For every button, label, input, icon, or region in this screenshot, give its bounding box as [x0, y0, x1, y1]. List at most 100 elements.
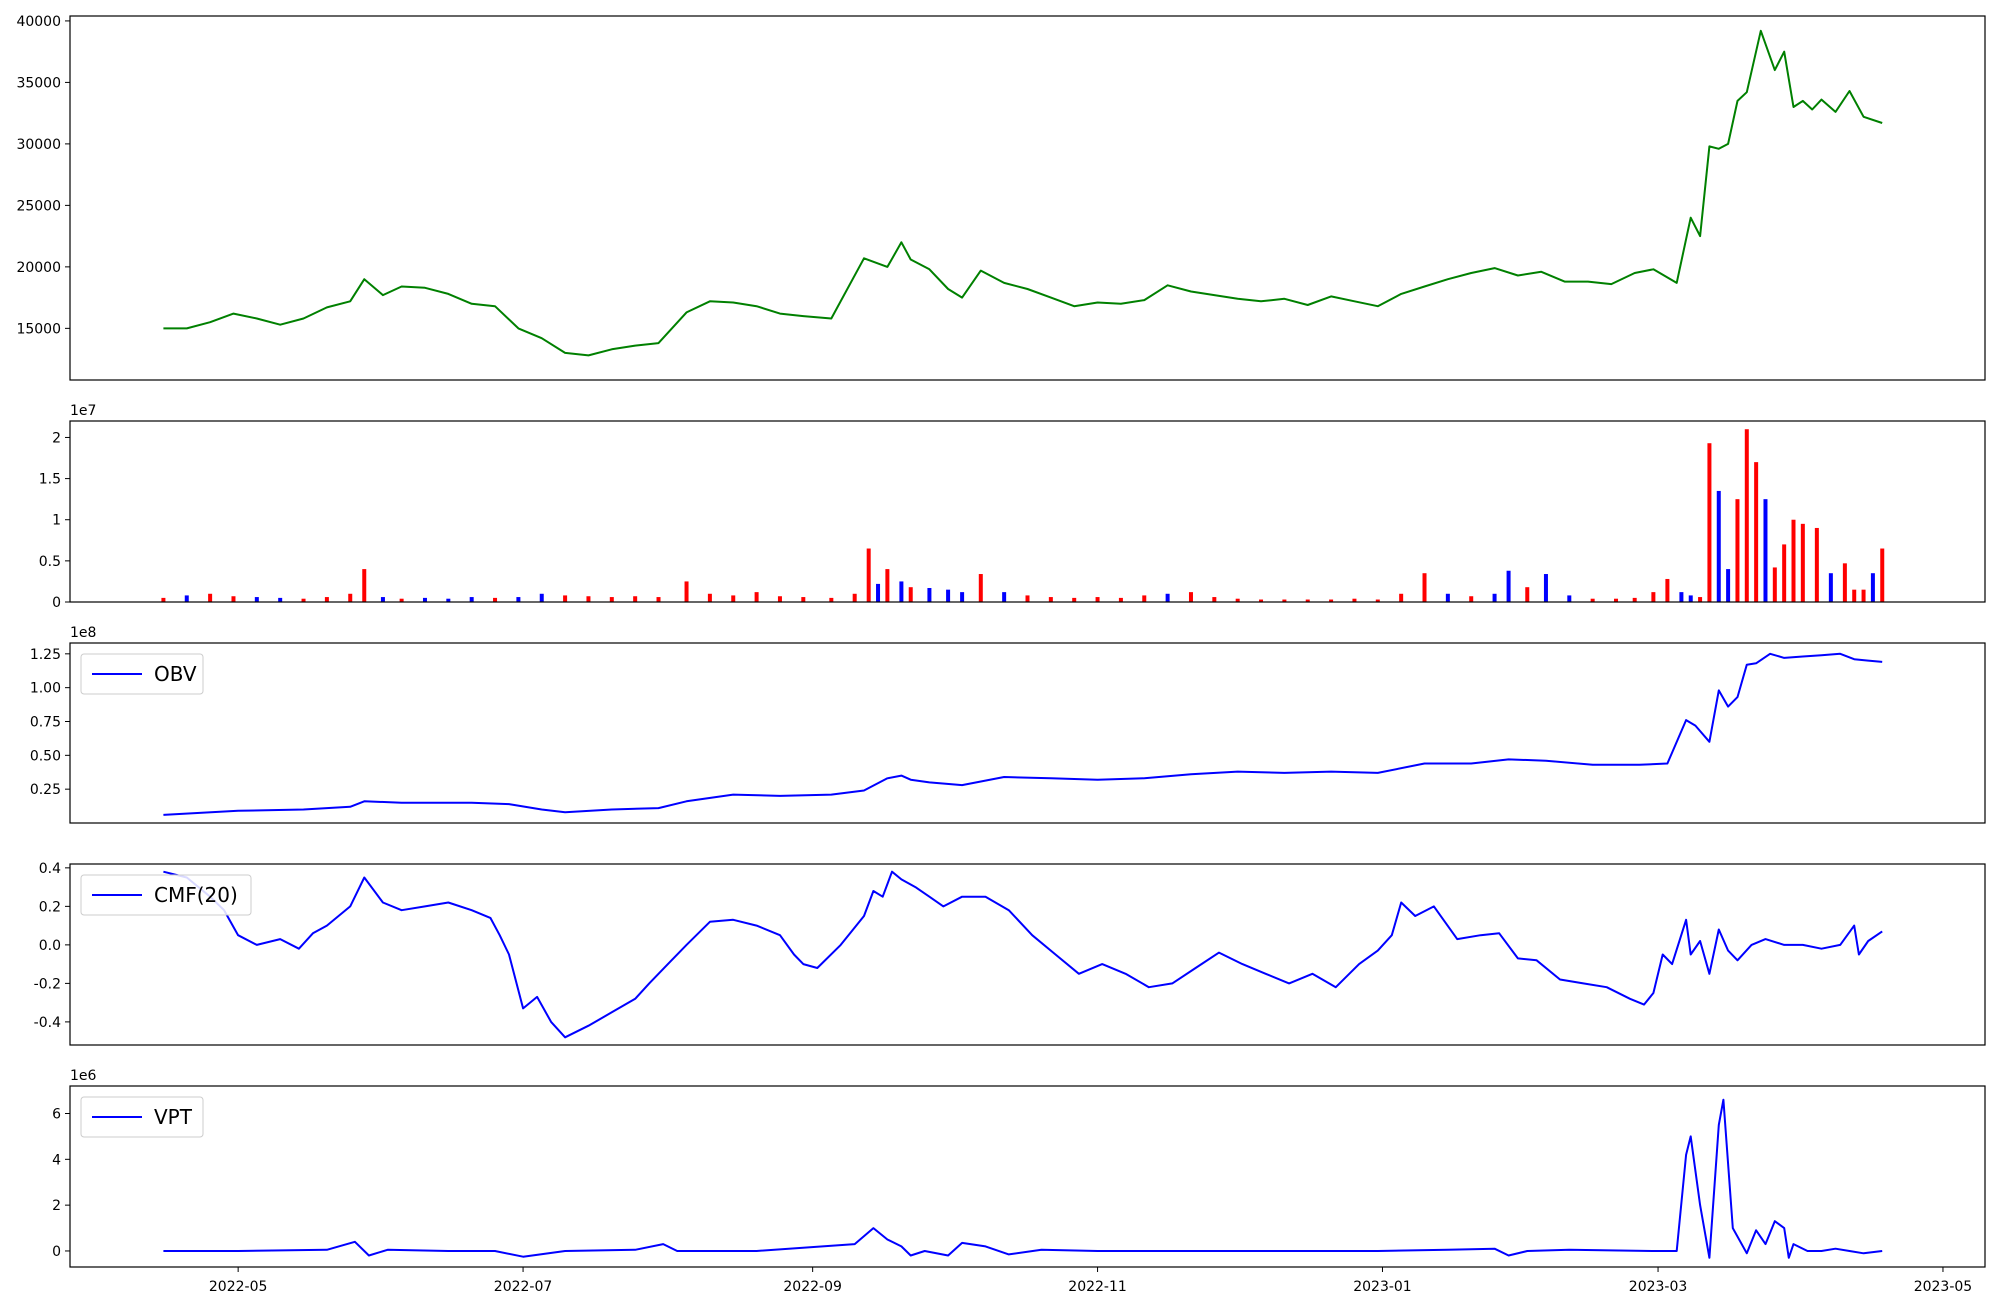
- volume-bar: [422, 597, 427, 602]
- axes-frame: [69, 642, 1986, 824]
- volume-bar: [1791, 519, 1796, 602]
- volume-bar: [446, 598, 451, 602]
- volume-bar: [1095, 597, 1100, 602]
- y-tick-label: 1.00: [30, 681, 61, 697]
- x-tick-label: 2023-03: [1629, 1279, 1688, 1295]
- volume-bar: [1543, 574, 1548, 602]
- volume-bar: [539, 593, 544, 602]
- volume-bar: [469, 597, 474, 602]
- volume-bar: [1651, 592, 1656, 602]
- volume-bar: [324, 597, 329, 602]
- y-tick-label: 0: [52, 595, 61, 611]
- volume-bar: [1165, 593, 1170, 602]
- y-tick-label: 30000: [16, 137, 61, 153]
- volume-bar: [184, 595, 189, 602]
- volume-bar: [1679, 592, 1684, 602]
- y-tick-label: 0.4: [39, 861, 61, 877]
- volume-bar: [1352, 598, 1357, 602]
- volume-bar: [1665, 578, 1670, 602]
- y-tick-label: 0.75: [30, 714, 61, 730]
- volume-bar: [0, 594, 4, 602]
- volume-bar: [1763, 499, 1768, 602]
- volume-bar: [866, 548, 871, 602]
- legend-label: VPT: [154, 1105, 193, 1129]
- y-tick-label: 0.25: [30, 782, 61, 798]
- plot-area: [0, 429, 1885, 602]
- series-line: [163, 1098, 1883, 1259]
- volume-bar: [1002, 592, 1007, 602]
- volume-bar: [1688, 595, 1693, 602]
- y-tick-label: 40000: [16, 14, 61, 30]
- volume-bar: [1469, 596, 1474, 602]
- volume-bar: [885, 569, 890, 602]
- volume-bar: [278, 597, 283, 602]
- volume-bar: [399, 598, 404, 602]
- volume-bar: [1282, 599, 1287, 602]
- volume-bar: [1025, 595, 1030, 602]
- volume-bar: [908, 587, 913, 602]
- volume-bar: [1772, 567, 1777, 602]
- x-tick-label: 2023-05: [1914, 1279, 1973, 1295]
- volume-bar: [1735, 499, 1740, 602]
- plot-area: [163, 652, 1883, 816]
- volume-bar: [946, 589, 951, 602]
- volume-bar: [563, 595, 568, 602]
- y-tick-label: 0: [52, 1244, 61, 1260]
- volume-bar: [1445, 593, 1450, 602]
- volume-bar: [1782, 544, 1787, 602]
- y-tick-label: 4: [52, 1152, 61, 1168]
- volume-bar: [1870, 573, 1875, 602]
- series-line: [163, 652, 1883, 816]
- y-offset-label: 1e7: [70, 403, 96, 419]
- volume-bar: [1142, 595, 1147, 602]
- volume-bar: [493, 597, 498, 602]
- y-tick-label: 1.25: [30, 647, 61, 663]
- volume-bar: [731, 595, 736, 602]
- volume-bar: [1852, 589, 1857, 602]
- y-tick-label: 35000: [16, 75, 61, 91]
- series-line: [163, 29, 1883, 357]
- volume-bar: [1492, 593, 1497, 602]
- volume-bar: [609, 597, 614, 602]
- panel-5: 0 2 4 6 1e6 VPT 2022-05 2022-07 2022-09 2022-11 20…: [52, 1068, 1986, 1295]
- axes-frame: [69, 1085, 1986, 1268]
- axes-frame: [69, 420, 1986, 603]
- volume-bar: [1118, 597, 1123, 602]
- volume-bar: [516, 597, 521, 602]
- volume-bar: [1880, 548, 1885, 602]
- volume-bar: [301, 598, 306, 602]
- y-tick-label: 25000: [16, 198, 61, 214]
- volume-bar: [1235, 598, 1240, 602]
- volume-bar: [960, 592, 965, 602]
- volume-bar: [978, 574, 983, 602]
- volume-bar: [1828, 573, 1833, 602]
- volume-bar: [586, 596, 591, 602]
- volume-bar: [161, 597, 166, 602]
- volume-bar: [707, 593, 712, 602]
- volume-bar: [0, 592, 4, 602]
- volume-bar: [1754, 462, 1759, 602]
- volume-bar: [1842, 563, 1847, 602]
- volume-bar: [1861, 589, 1866, 602]
- volume-bar: [684, 581, 689, 602]
- volume-bar: [1716, 490, 1721, 602]
- x-tick-label: 2022-07: [494, 1279, 553, 1295]
- volume-bar: [1744, 429, 1749, 602]
- volume-bar: [754, 592, 759, 602]
- volume-bar: [1590, 598, 1595, 602]
- axes-frame: [69, 15, 1986, 381]
- volume-bar: [777, 596, 782, 602]
- series-line: [163, 870, 1883, 1039]
- panel-1: 15000 20000 25000 30000 35000 40000: [16, 14, 1986, 381]
- volume-bar: [1506, 570, 1511, 602]
- y-tick-label: 0.50: [30, 748, 61, 764]
- volume-bar: [1726, 569, 1731, 602]
- volume-bar: [1698, 597, 1703, 602]
- plot-area: [163, 1098, 1883, 1259]
- y-tick-label: -0.4: [34, 1015, 61, 1031]
- volume-bar: [231, 596, 236, 602]
- legend: VPT: [80, 1096, 204, 1138]
- volume-bar: [1188, 592, 1193, 602]
- volume-bar: [1707, 443, 1712, 602]
